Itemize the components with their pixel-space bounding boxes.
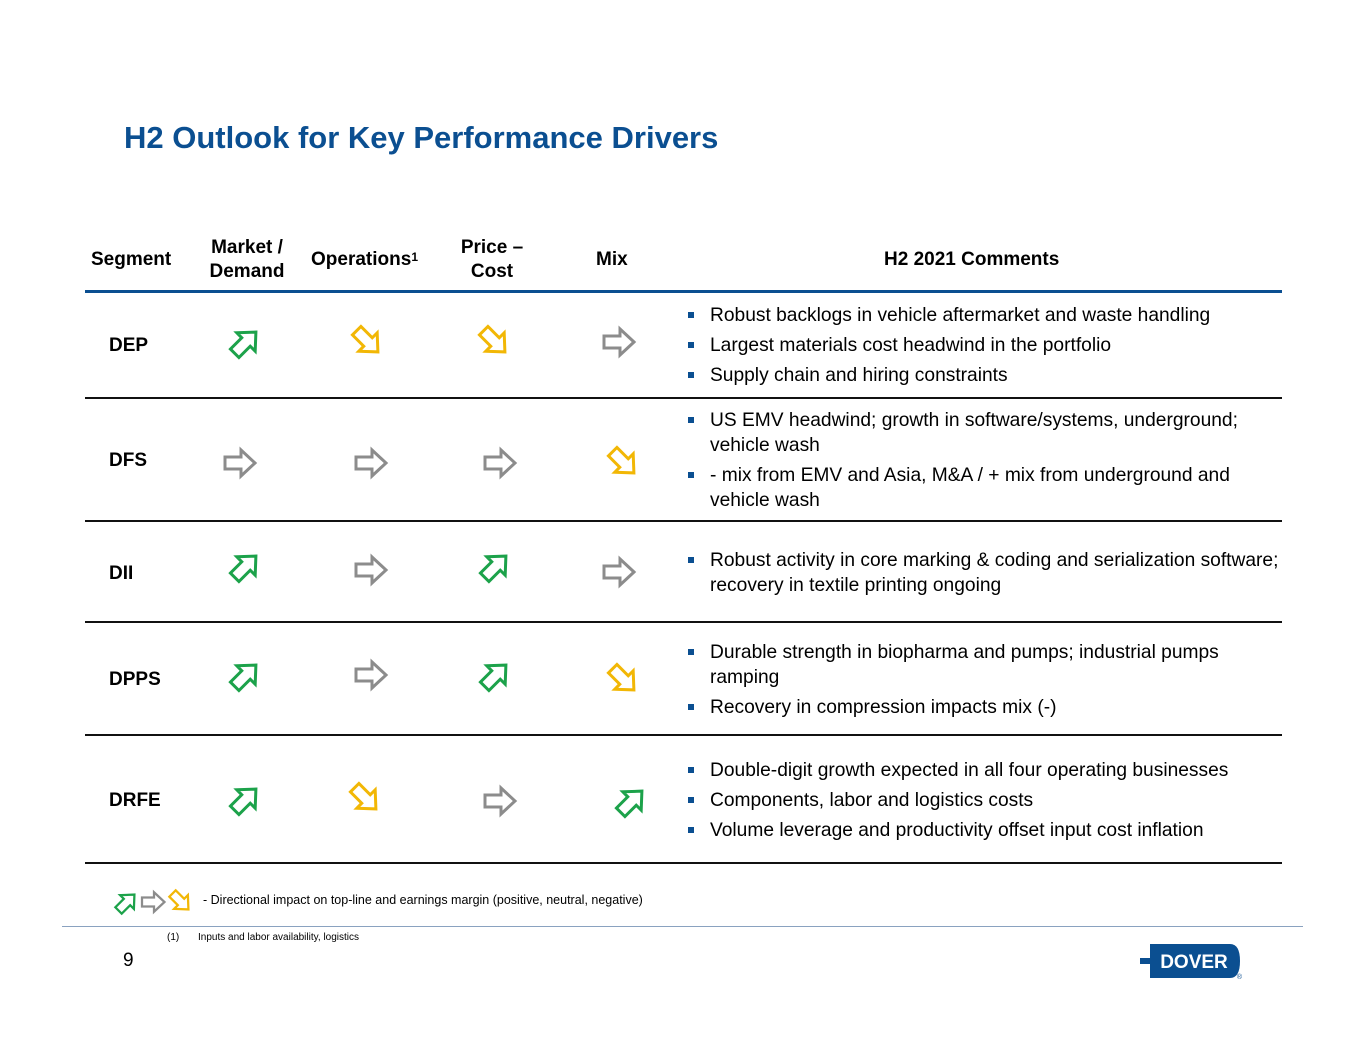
logo-registered-mark: ® — [1237, 973, 1243, 981]
header-price-cost: Price – Cost — [446, 236, 538, 284]
arrow-dfs-price — [483, 448, 517, 478]
comment-item: Durable strength in biopharma and pumps;… — [686, 640, 1282, 690]
header-divider — [85, 290, 1282, 293]
segment-label-dfs: DFS — [109, 450, 147, 471]
header-price-line1: Price – — [460, 237, 524, 258]
row-divider — [85, 397, 1282, 399]
header-operations-label: Operations — [311, 249, 412, 270]
arrow-dpps-price — [476, 655, 516, 695]
comment-item: Robust activity in core marking & coding… — [686, 548, 1282, 598]
arrow-dii-market — [226, 546, 266, 586]
arrow-dpps-mix — [604, 660, 644, 700]
arrow-dfs-market — [223, 448, 257, 478]
header-price-line2: Cost — [470, 261, 514, 282]
legend-negative-arrow-icon — [166, 887, 196, 917]
comment-item: Double-digit growth expected in all four… — [686, 758, 1282, 783]
comment-item: Largest materials cost headwind in the p… — [686, 333, 1282, 358]
comment-item: US EMV headwind; growth in software/syst… — [686, 408, 1282, 458]
comments-dfs: US EMV headwind; growth in software/syst… — [686, 408, 1282, 518]
segment-label-dii: DII — [109, 563, 134, 584]
arrow-dep-market — [226, 322, 266, 362]
header-mix: Mix — [596, 249, 628, 270]
comments-drfe: Double-digit growth expected in all four… — [686, 758, 1282, 848]
row-divider — [85, 734, 1282, 736]
legend-icons — [112, 887, 196, 917]
arrow-dep-operations — [348, 322, 388, 362]
comment-item: Volume leverage and productivity offset … — [686, 818, 1282, 843]
segment-label-dpps: DPPS — [109, 669, 161, 690]
legend-neutral-arrow-icon — [140, 891, 166, 913]
legend-positive-arrow-icon — [112, 887, 142, 917]
header-market-line1: Market / — [211, 237, 283, 258]
page-number: 9 — [123, 950, 134, 971]
arrow-dpps-operations — [354, 660, 388, 690]
comment-item: Supply chain and hiring constraints — [686, 363, 1282, 388]
page-title: H2 Outlook for Key Performance Drivers — [124, 120, 719, 155]
footnote-text: Inputs and labor availability, logistics — [198, 932, 360, 943]
row-divider — [85, 862, 1282, 864]
header-operations-footnote: 1 — [411, 250, 418, 264]
comments-dep: Robust backlogs in vehicle aftermarket a… — [686, 303, 1282, 393]
arrow-dfs-mix — [604, 443, 644, 483]
header-segment: Segment — [91, 249, 172, 270]
segment-label-dep: DEP — [109, 335, 149, 356]
legend-text: - Directional impact on top-line and ear… — [203, 893, 643, 907]
comment-item: Robust backlogs in vehicle aftermarket a… — [686, 303, 1282, 328]
comment-item: Components, labor and logistics costs — [686, 788, 1282, 813]
header-market-line2: Demand — [209, 261, 285, 282]
row-divider — [85, 621, 1282, 623]
arrow-dfs-operations — [354, 448, 388, 478]
header-market-demand: Market / Demand — [199, 236, 295, 284]
comment-item: - mix from EMV and Asia, M&A / + mix fro… — [686, 463, 1282, 513]
header-operations: Operations1 — [311, 248, 418, 272]
segment-label-drfe: DRFE — [109, 790, 161, 811]
comments-dii: Robust activity in core marking & coding… — [686, 548, 1282, 603]
arrow-dii-operations — [354, 555, 388, 585]
logo-wordmark: DOVER — [1160, 952, 1228, 973]
header-comments: H2 2021 Comments — [884, 249, 1060, 270]
arrow-dep-mix — [602, 327, 636, 357]
footnote-number: (1) — [167, 932, 180, 943]
comment-item: Recovery in compression impacts mix (-) — [686, 695, 1282, 720]
footer-divider — [62, 926, 1303, 927]
arrow-dep-price — [475, 322, 515, 362]
arrow-drfe-price — [483, 786, 517, 816]
arrow-drfe-market — [226, 779, 266, 819]
arrow-drfe-operations — [346, 779, 386, 819]
arrow-drfe-mix — [612, 781, 652, 821]
arrow-dii-mix — [602, 557, 636, 587]
dover-logo: DOVER ® — [1140, 944, 1243, 981]
comments-dpps: Durable strength in biopharma and pumps;… — [686, 640, 1282, 725]
row-divider — [85, 520, 1282, 522]
arrow-dii-price — [476, 546, 516, 586]
arrow-dpps-market — [226, 655, 266, 695]
